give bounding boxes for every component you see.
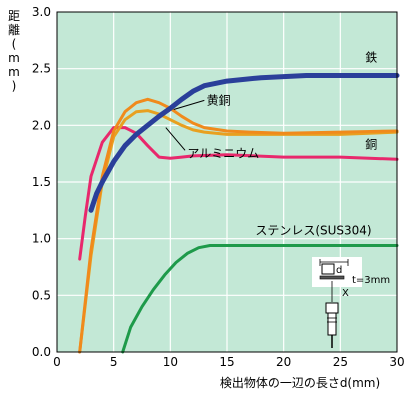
- y-tick-label: 2.5: [32, 62, 51, 76]
- x-tick-label: 30: [389, 355, 404, 369]
- y-axis-title-char: (: [12, 37, 17, 51]
- y-tick-label: 0.5: [32, 288, 51, 302]
- target-object-icon: [321, 263, 335, 275]
- target-plate-icon: [319, 275, 345, 280]
- x-tick-label: 25: [333, 355, 348, 369]
- label-leaders: [165, 99, 205, 151]
- x-tick-label: 10: [163, 355, 178, 369]
- plot-border: [56, 11, 398, 353]
- series-label-alu: アルミニウム: [187, 147, 259, 161]
- sensor-head-icon: [325, 302, 339, 314]
- x-tick-label: 5: [110, 355, 118, 369]
- y-axis-title-char: m: [8, 65, 20, 79]
- y-axis-title-char: ): [12, 79, 17, 93]
- x-tick-label: 20: [276, 355, 291, 369]
- series-line-0: [88, 73, 400, 213]
- y-tick-labels: 0.0 0.5 1.0 1.5 2.0 2.5 3.0: [32, 5, 51, 359]
- leader-oudou: [173, 99, 205, 110]
- series-line-3: [78, 126, 399, 261]
- x-tick-labels: 0 5 10 15 20 25 30: [53, 355, 404, 369]
- series-label-tetsu: 鉄: [365, 49, 377, 64]
- series-label-sus: ステンレス(SUS304): [255, 224, 371, 238]
- x-tick-label: 0: [53, 355, 61, 369]
- y-axis-title-char: m: [8, 51, 20, 65]
- series-line-4: [121, 244, 399, 354]
- series-label-oudou: 黄銅: [207, 93, 231, 107]
- inset-label-d: d: [336, 265, 342, 276]
- sensor-inset-diagram: d t=3mm X: [312, 257, 390, 348]
- series-label-dou: 銅: [365, 138, 377, 152]
- sensor-body-icon: [327, 312, 337, 336]
- grid: [57, 12, 397, 352]
- series-group: [78, 73, 400, 354]
- x-tick-label: 15: [219, 355, 234, 369]
- y-axis-title: 距離(mm): [8, 9, 20, 93]
- y-tick-label: 0.0: [32, 345, 51, 359]
- inset-label-t: t=3mm: [352, 275, 390, 286]
- y-axis-title-char: 距: [8, 9, 20, 23]
- y-axis-title-char: 離: [8, 23, 20, 37]
- y-tick-label: 2.0: [32, 118, 51, 132]
- series-labels: 鉄 黄銅 アルミニウム 銅 ステンレス(SUS304): [187, 49, 377, 237]
- y-tick-label: 1.0: [32, 232, 51, 246]
- y-tick-label: 1.5: [32, 175, 51, 189]
- y-tick-label: 3.0: [32, 5, 51, 19]
- leader-alu: [165, 127, 186, 151]
- inset-label-x: X: [342, 288, 349, 299]
- x-axis-title: 検出物体の一辺の長さd(mm): [220, 376, 380, 390]
